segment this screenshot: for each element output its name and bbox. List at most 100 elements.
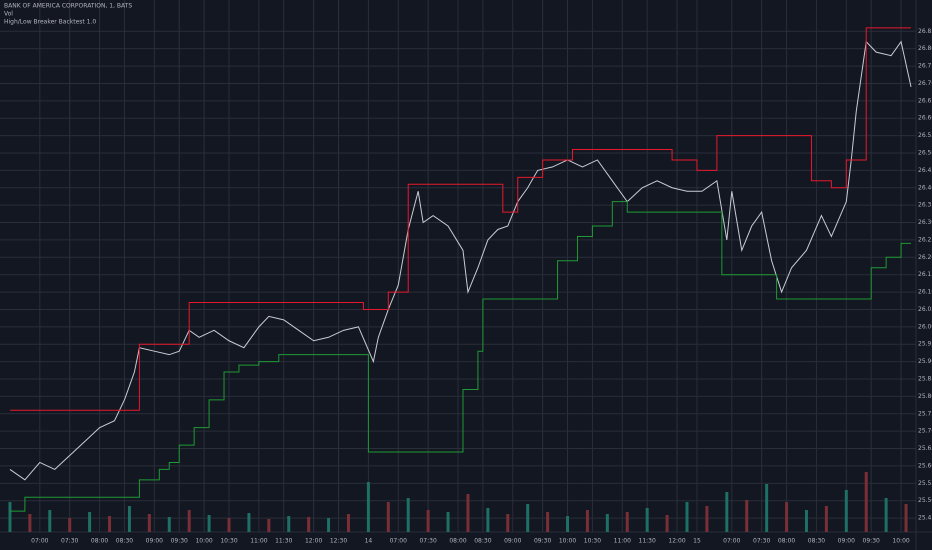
x-tick-label: 10:30 bbox=[220, 538, 237, 545]
volume-bar bbox=[247, 513, 251, 532]
volume-bar bbox=[108, 516, 112, 532]
x-tick-label: 09:00 bbox=[504, 538, 521, 545]
y-tick-label: 26.45 bbox=[918, 167, 932, 174]
y-tick-label: 25.55 bbox=[918, 480, 932, 487]
y-tick-label: 26.15 bbox=[918, 271, 932, 278]
volume-bar bbox=[864, 472, 868, 532]
x-tick-label: 08:00 bbox=[91, 538, 108, 545]
volume-bar bbox=[147, 514, 151, 532]
x-tick-label: 07:30 bbox=[419, 538, 436, 545]
x-tick-label: 12:30 bbox=[330, 538, 347, 545]
volume-bar bbox=[426, 510, 430, 532]
series-line bbox=[9, 201, 912, 512]
x-tick-label: 07:30 bbox=[61, 538, 78, 545]
y-tick-label: 25.85 bbox=[918, 376, 932, 383]
x-tick-label: 10:00 bbox=[559, 538, 576, 545]
volume-bar bbox=[346, 514, 350, 532]
volume-bar bbox=[366, 482, 370, 532]
volume-bar bbox=[486, 508, 490, 532]
volume-bar bbox=[705, 506, 709, 532]
x-tick-label: 08:30 bbox=[474, 538, 491, 545]
volume-label: Vol bbox=[4, 11, 13, 18]
y-tick-label: 26.10 bbox=[918, 289, 932, 296]
volume-bar bbox=[506, 514, 510, 532]
volume-bar bbox=[625, 512, 629, 532]
volume-bar bbox=[665, 515, 669, 532]
volume-bar bbox=[785, 502, 789, 532]
y-tick-label: 26.00 bbox=[918, 323, 932, 330]
volume-bar bbox=[68, 518, 72, 532]
volume-bar bbox=[645, 508, 649, 532]
volume-bar bbox=[725, 492, 729, 532]
y-tick-label: 25.80 bbox=[918, 393, 932, 400]
y-tick-label: 26.25 bbox=[918, 236, 932, 243]
x-tick-label: 08:30 bbox=[808, 538, 825, 545]
y-tick-label: 25.60 bbox=[918, 462, 932, 469]
volume-bar bbox=[566, 516, 570, 532]
volume-bar bbox=[765, 484, 769, 532]
y-tick-label: 26.50 bbox=[918, 149, 932, 156]
volume-bar bbox=[605, 514, 609, 532]
y-tick-label: 26.30 bbox=[918, 219, 932, 226]
volume-bar bbox=[406, 498, 410, 532]
volume-bar bbox=[526, 504, 530, 532]
x-tick-label: 08:30 bbox=[116, 538, 133, 545]
y-tick-label: 26.55 bbox=[918, 132, 932, 139]
volume-bar bbox=[884, 498, 888, 532]
y-tick-label: 26.70 bbox=[918, 80, 932, 87]
y-tick-label: 26.60 bbox=[918, 115, 932, 122]
x-tick-label: 09:30 bbox=[863, 538, 880, 545]
y-tick-label: 26.40 bbox=[918, 184, 932, 191]
x-tick-label: 10:00 bbox=[195, 538, 212, 545]
x-tick-label: 12:00 bbox=[668, 538, 685, 545]
volume-bar bbox=[804, 510, 808, 532]
x-tick-label: 15 bbox=[693, 538, 701, 545]
volume-bar bbox=[904, 504, 908, 532]
x-tick-label: 10:00 bbox=[892, 538, 909, 545]
x-tick-label: 09:00 bbox=[838, 538, 855, 545]
y-tick-label: 25.75 bbox=[918, 410, 932, 417]
y-tick-label: 26.75 bbox=[918, 63, 932, 70]
x-tick-label: 11:30 bbox=[275, 538, 292, 545]
x-tick-label: 11:30 bbox=[639, 538, 656, 545]
y-tick-label: 26.80 bbox=[918, 45, 932, 52]
volume-bar bbox=[127, 506, 131, 532]
volume-bar bbox=[824, 506, 828, 532]
volume-bar bbox=[585, 510, 589, 532]
y-tick-label: 26.20 bbox=[918, 254, 932, 261]
volume-bar bbox=[386, 502, 390, 532]
y-tick-label: 25.50 bbox=[918, 497, 932, 504]
volume-bar bbox=[207, 515, 211, 532]
x-tick-label: 10:30 bbox=[584, 538, 601, 545]
volume-bar bbox=[48, 510, 52, 532]
x-tick-label: 14 bbox=[365, 538, 373, 545]
volume-bar bbox=[28, 514, 32, 532]
x-tick-label: 07:00 bbox=[31, 538, 48, 545]
price-axis bbox=[916, 0, 932, 550]
y-tick-label: 26.05 bbox=[918, 306, 932, 313]
indicator-label: High/Low Breaker Backtest 1.0 bbox=[4, 19, 96, 26]
volume-bar bbox=[307, 517, 311, 532]
volume-bar bbox=[745, 500, 749, 532]
x-tick-label: 07:00 bbox=[723, 538, 740, 545]
x-tick-label: 11:00 bbox=[250, 538, 267, 545]
y-tick-label: 26.35 bbox=[918, 202, 932, 209]
x-tick-label: 07:30 bbox=[753, 538, 770, 545]
chart-title: BANK OF AMERICA CORPORATION, 1, BATS bbox=[4, 3, 132, 10]
y-tick-label: 26.65 bbox=[918, 97, 932, 104]
volume-bar bbox=[167, 517, 171, 532]
x-tick-label: 08:00 bbox=[449, 538, 466, 545]
y-tick-label: 25.95 bbox=[918, 341, 932, 348]
x-tick-label: 11:00 bbox=[614, 538, 631, 545]
x-tick-label: 08:00 bbox=[778, 538, 795, 545]
series-line bbox=[9, 27, 912, 411]
volume-bar bbox=[844, 490, 848, 532]
volume-bar bbox=[287, 516, 291, 532]
x-tick-label: 07:00 bbox=[390, 538, 407, 545]
x-tick-label: 09:00 bbox=[146, 538, 163, 545]
y-tick-label: 26.85 bbox=[918, 28, 932, 35]
x-tick-label: 09:30 bbox=[171, 538, 188, 545]
volume-bar bbox=[446, 512, 450, 532]
volume-bar bbox=[187, 510, 191, 532]
